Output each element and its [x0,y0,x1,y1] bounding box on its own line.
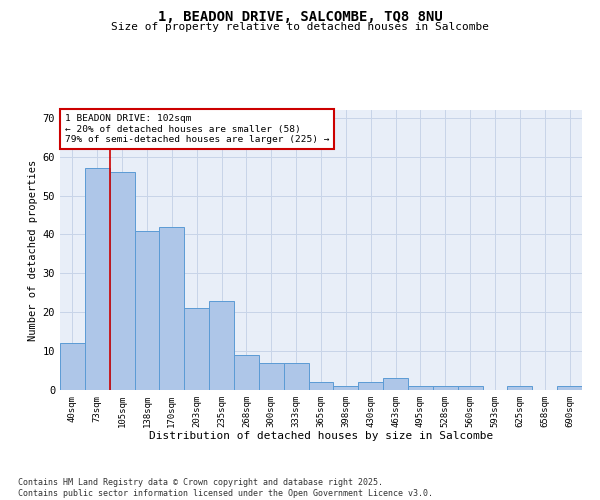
Bar [433,386,458,390]
Text: Contains HM Land Registry data © Crown copyright and database right 2025.
Contai: Contains HM Land Registry data © Crown c… [18,478,433,498]
Bar [408,386,433,390]
Bar [308,382,334,390]
Bar [334,386,358,390]
Bar [85,168,110,390]
Bar [160,226,184,390]
Bar [234,355,259,390]
X-axis label: Distribution of detached houses by size in Salcombe: Distribution of detached houses by size … [149,432,493,442]
Text: Size of property relative to detached houses in Salcombe: Size of property relative to detached ho… [111,22,489,32]
Bar [134,230,160,390]
Bar [557,386,582,390]
Bar [60,344,85,390]
Bar [259,363,284,390]
Bar [508,386,532,390]
Y-axis label: Number of detached properties: Number of detached properties [28,160,38,340]
Text: 1 BEADON DRIVE: 102sqm
← 20% of detached houses are smaller (58)
79% of semi-det: 1 BEADON DRIVE: 102sqm ← 20% of detached… [65,114,330,144]
Bar [209,300,234,390]
Text: 1, BEADON DRIVE, SALCOMBE, TQ8 8NU: 1, BEADON DRIVE, SALCOMBE, TQ8 8NU [158,10,442,24]
Bar [383,378,408,390]
Bar [284,363,308,390]
Bar [184,308,209,390]
Bar [458,386,482,390]
Bar [358,382,383,390]
Bar [110,172,134,390]
